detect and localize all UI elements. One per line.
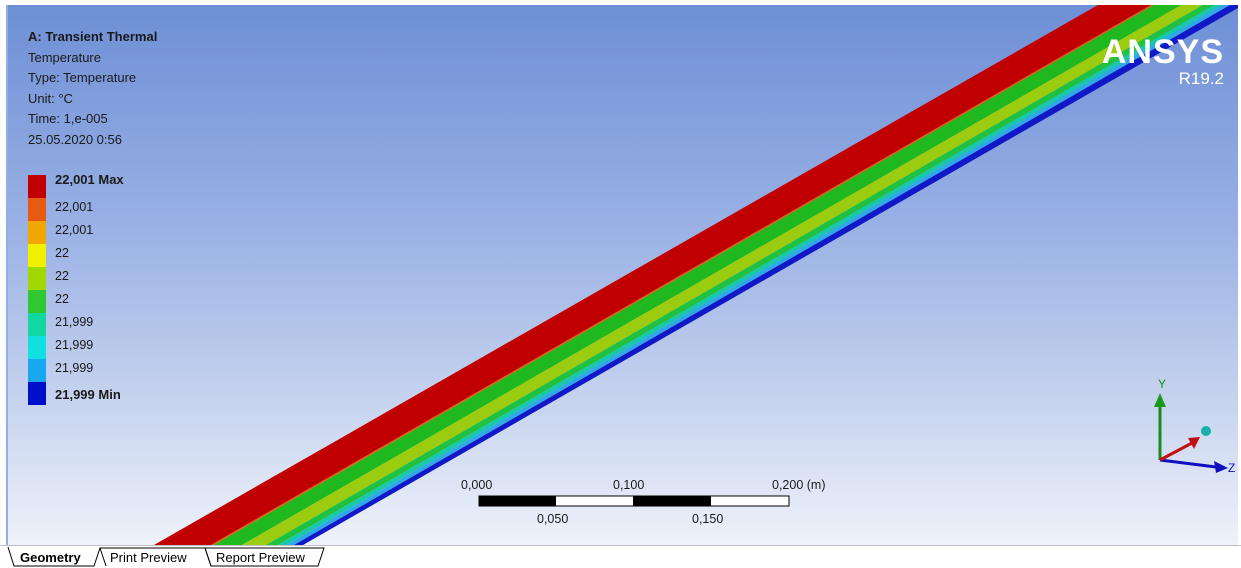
band-yellowgreen — [242, 5, 1203, 545]
legend-label-1[interactable]: 22,001 — [55, 200, 94, 214]
view-tabs: Geometry Print Preview Report Preview — [0, 545, 1241, 568]
tab-report-preview[interactable]: Report Preview — [216, 550, 305, 565]
triad-icon — [1154, 393, 1228, 473]
legend-label-8[interactable]: 21,999 — [55, 361, 94, 375]
result-unit: Unit: °C — [28, 90, 73, 106]
tab-geometry[interactable]: Geometry — [20, 550, 81, 565]
band-orange-edge — [211, 5, 1154, 545]
tab-outline — [7, 546, 325, 567]
graphics-viewport[interactable]: A: Transient Thermal Temperature Type: T… — [6, 5, 1238, 545]
triad-y-label: Y — [1158, 377, 1167, 391]
ansys-logo: ANSYS R19.2 — [1102, 35, 1224, 89]
brand-version: R19.2 — [1178, 69, 1224, 88]
legend-swatch-4 — [28, 267, 46, 290]
legend-swatch-0 — [28, 175, 46, 198]
legend-swatch-5 — [28, 290, 46, 313]
legend-swatch-1 — [28, 198, 46, 221]
model-geometry[interactable] — [6, 5, 1238, 545]
result-date: 25.05.2020 0:56 — [28, 131, 122, 147]
legend-label-3[interactable]: 22 — [55, 246, 69, 260]
result-name: Temperature — [28, 49, 101, 65]
legend-label-9[interactable]: 21,999 Min — [55, 387, 121, 402]
analysis-title: A: Transient Thermal — [28, 29, 158, 44]
legend-label-4[interactable]: 22 — [55, 269, 69, 283]
legend-swatch-8 — [28, 359, 46, 382]
legend-label-7[interactable]: 21,999 — [55, 338, 94, 352]
band-blue — [294, 5, 1238, 545]
result-type: Type: Temperature — [28, 70, 137, 85]
legend-label-0[interactable]: 22,001 Max — [55, 172, 124, 187]
legend-label-6[interactable]: 21,999 — [55, 315, 94, 329]
band-green-2 — [266, 5, 1214, 545]
result-time: Time: 1,e-005 — [28, 111, 108, 126]
scale-label-0: 0,000 — [461, 478, 493, 492]
tab-print-preview[interactable]: Print Preview — [110, 550, 187, 565]
legend-swatch-9 — [28, 382, 46, 405]
brand-name: ANSYS — [1101, 33, 1224, 71]
legend-swatch-2 — [28, 221, 46, 244]
band-red — [154, 5, 1151, 545]
scale-label-100: 0,100 — [613, 478, 645, 492]
legend-swatch-7 — [28, 336, 46, 359]
result-info: A: Transient Thermal Temperature Type: T… — [28, 27, 157, 150]
legend-label-2[interactable]: 22,001 — [55, 223, 94, 237]
legend-swatch-6 — [28, 313, 46, 336]
triad-z-label: Z — [1228, 461, 1236, 475]
axis-triad[interactable]: Y Z — [1136, 365, 1236, 485]
band-green — [214, 5, 1181, 545]
legend-label-5[interactable]: 22 — [55, 292, 69, 306]
band-teal — [278, 5, 1222, 545]
scale-label-050: 0,050 — [537, 512, 569, 526]
scale-label-150: 0,150 — [692, 512, 724, 526]
scale-label-200: 0,200 (m) — [772, 478, 826, 492]
band-cyan — [286, 5, 1230, 545]
legend-swatch-3 — [28, 244, 46, 267]
